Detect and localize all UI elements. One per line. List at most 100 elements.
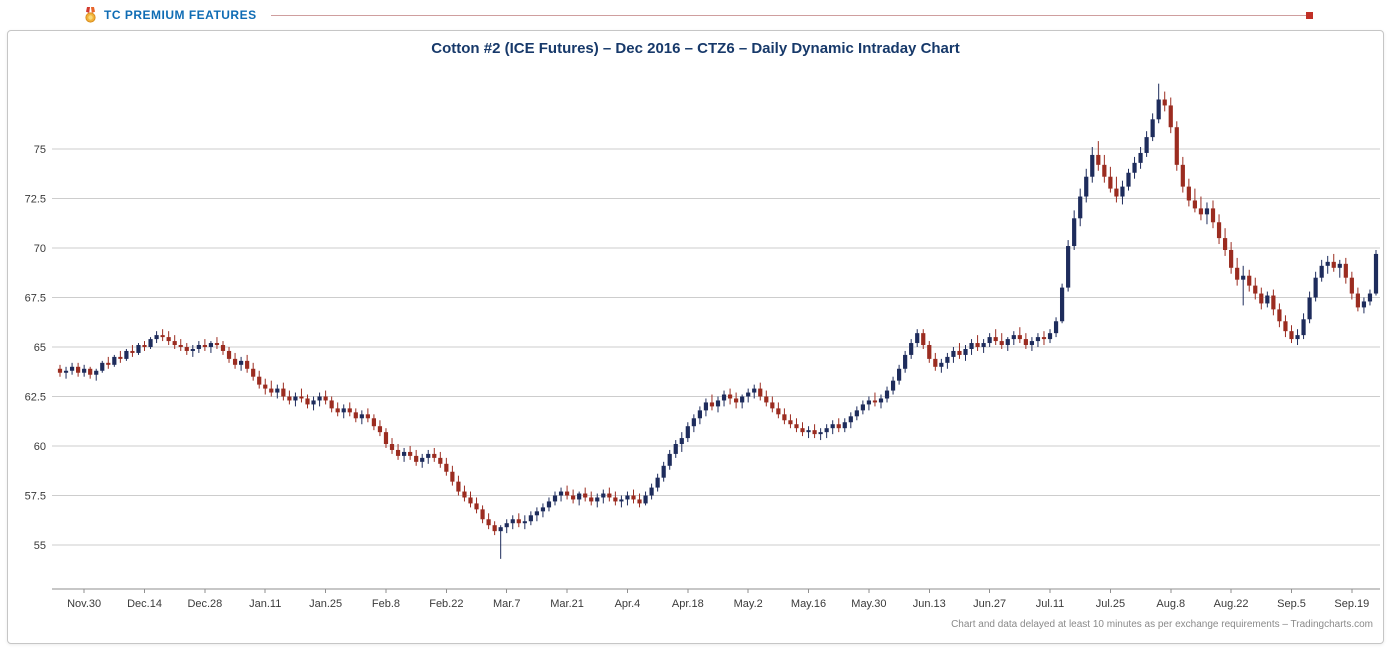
x-axis-label: Apr.18 <box>672 598 704 610</box>
candle-body <box>522 521 527 524</box>
candle-body <box>112 356 117 365</box>
candle-body <box>154 335 159 340</box>
candle-body <box>963 348 968 355</box>
candle-body <box>1162 99 1167 106</box>
candle-body <box>1084 176 1089 197</box>
candle-body <box>1059 287 1065 322</box>
candle-body <box>1355 293 1360 308</box>
candle-body <box>812 430 817 435</box>
candle-body <box>1126 172 1131 187</box>
x-axis-label: Jan.11 <box>249 598 281 610</box>
candle-body <box>1319 265 1324 278</box>
candle-body <box>474 503 479 510</box>
candle-body <box>504 523 509 528</box>
candle-body <box>1017 335 1022 340</box>
candle-body <box>88 368 93 375</box>
candle-body <box>643 495 648 504</box>
candle-body <box>1090 154 1095 177</box>
x-axis-label: Sep.5 <box>1277 598 1306 610</box>
candle-body <box>558 491 564 496</box>
candle-body <box>1204 208 1210 215</box>
candle-body <box>981 343 986 347</box>
candle-body <box>1241 275 1246 280</box>
x-axis-label: Feb.8 <box>372 598 400 610</box>
candle-body <box>1096 154 1101 165</box>
candle-body <box>317 396 322 401</box>
candle-body <box>993 337 998 342</box>
candle-body <box>667 453 672 466</box>
candle-body <box>909 343 914 355</box>
candle-body <box>1343 263 1348 278</box>
candle-body <box>1222 238 1228 250</box>
candle-body <box>130 350 135 353</box>
candle-body <box>377 426 383 433</box>
candle-body <box>510 519 515 524</box>
candle-body <box>1277 309 1282 322</box>
candle-body <box>884 390 890 399</box>
candle-body <box>897 368 902 381</box>
candle-body <box>878 398 884 403</box>
candle-body <box>329 400 334 409</box>
line-end-marker <box>1306 11 1313 19</box>
candle-body <box>172 341 177 346</box>
candle-body <box>1023 339 1028 346</box>
candle-body <box>269 388 274 393</box>
candle-body <box>408 451 413 456</box>
x-axis-label: Aug.8 <box>1156 598 1185 610</box>
candle-body <box>679 438 684 445</box>
candle-body <box>1210 208 1216 223</box>
candle-body <box>323 396 328 401</box>
candle-body <box>752 388 757 393</box>
candle-body <box>426 453 431 458</box>
candle-body <box>1271 295 1276 310</box>
candle-body <box>800 428 805 433</box>
candle-body <box>1114 188 1119 197</box>
x-axis-label: Jan.25 <box>309 598 342 610</box>
candle-body <box>691 418 696 427</box>
candle-body <box>136 345 141 353</box>
candle-body <box>607 493 612 498</box>
candle-body <box>1132 162 1137 173</box>
candle-body <box>945 356 950 363</box>
candle-body <box>124 350 129 359</box>
candle-body <box>208 343 214 347</box>
candle-body <box>1349 277 1354 294</box>
candle-body <box>57 368 63 373</box>
candle-body <box>1005 339 1010 346</box>
candle-body <box>1289 331 1294 340</box>
candle-body <box>245 360 250 369</box>
premium-features-link[interactable]: TC PREMIUM FEATURES <box>104 8 257 22</box>
candle-body <box>69 366 75 371</box>
candle-body <box>860 404 865 411</box>
candle-body <box>1144 137 1149 153</box>
candle-body <box>709 402 715 407</box>
candle-body <box>1283 321 1288 332</box>
candle-body <box>414 455 419 462</box>
candle-body <box>196 345 201 349</box>
x-axis-label: Nov.30 <box>67 598 101 610</box>
candle-body <box>794 424 799 429</box>
candle-body <box>1156 99 1161 120</box>
x-axis-label: Jul.11 <box>1036 598 1065 610</box>
candlestick-chart[interactable]: 55 57.5 60 62.5 65 67.5 70 72.5 75 Nov.30 Dec.14 De… <box>8 61 1383 617</box>
candle-body <box>1325 261 1330 266</box>
candle-body <box>1253 285 1258 294</box>
candle-body <box>1216 222 1222 239</box>
candle-body <box>1066 246 1071 288</box>
candle-body <box>462 491 467 498</box>
x-axis-label: Jul.25 <box>1096 598 1125 610</box>
candle-body <box>927 345 932 359</box>
candle-body <box>673 444 678 454</box>
candle-body <box>740 396 745 403</box>
candle-body <box>299 396 304 399</box>
candle-body <box>1047 333 1053 340</box>
candle-body <box>1186 186 1191 201</box>
candle-body <box>142 345 147 347</box>
candle-body <box>721 394 727 401</box>
candle-body <box>788 420 793 425</box>
candle-body <box>359 414 364 419</box>
candle-body <box>564 491 570 496</box>
candle-body <box>685 426 690 439</box>
candle-body <box>1295 335 1300 340</box>
candle-body <box>1029 341 1035 346</box>
